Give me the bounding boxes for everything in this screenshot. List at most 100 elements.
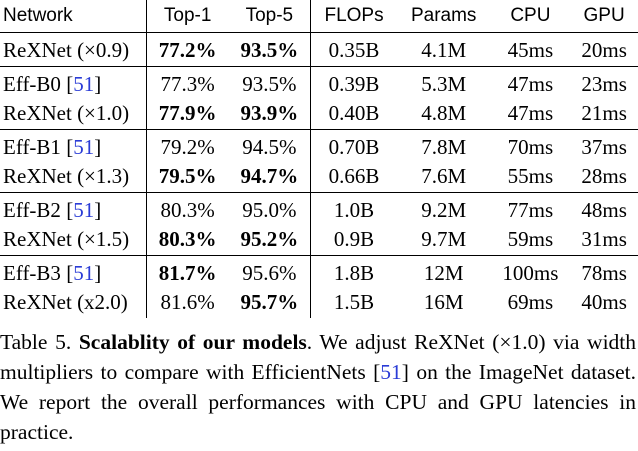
citation-link[interactable]: 51 <box>73 260 95 285</box>
cell-top1: 80.3% <box>145 192 229 225</box>
cell-top5: 93.5% <box>228 32 311 67</box>
cell-top1: 77.2% <box>145 32 229 67</box>
header-params: Params <box>396 0 491 33</box>
header-top5: Top-5 <box>228 0 311 33</box>
cell-flops: 0.35B <box>310 32 397 67</box>
cell-params: 4.8M <box>396 99 491 130</box>
header-top1: Top-1 <box>145 0 229 33</box>
cell-cpu: 47ms <box>490 99 571 130</box>
results-table: Network Top-1 Top-5 FLOPs Params CPU GPU… <box>0 0 638 318</box>
cell-top1: 80.3% <box>145 225 229 256</box>
cell-flops: 0.70B <box>310 129 397 162</box>
network-name: ReXNet (×1.5) <box>3 227 130 252</box>
cell-cpu: 100ms <box>502 260 559 285</box>
table-row: ReXNet (×1.3) 79.5% 94.7% 0.66B 7.6M 55ms 28ms <box>0 162 638 193</box>
cell-network: Eff-B3 [51] <box>3 260 102 285</box>
network-name: Eff-B1 <box>3 134 61 159</box>
cell-network: ReXNet (×1.0) <box>0 99 147 130</box>
cell-cpu: 59ms <box>490 225 571 256</box>
table-row: ReXNet (×1.0) 77.9% 93.9% 0.40B 4.8M 47ms 21ms <box>0 99 638 130</box>
cell-gpu: 48ms <box>581 197 627 222</box>
network-name: ReXNet (×1.0) <box>3 101 130 126</box>
cell-top1: 79.5% <box>145 162 229 193</box>
cell-top1: 77.9% <box>145 99 229 130</box>
cell-params: 16M <box>423 290 464 315</box>
cell-cpu: 55ms <box>490 162 571 193</box>
cell-cpu: 70ms <box>507 134 554 159</box>
caption-text-after-ref: ] on the ImageNet dataset. We report the… <box>0 360 636 444</box>
cell-params: 9.2M <box>421 197 467 222</box>
cell-top5: 93.9% <box>228 99 311 130</box>
cell-top5: 95.6% <box>242 260 297 285</box>
cell-flops: 0.40B <box>310 99 397 130</box>
cell-top1: 81.7% <box>145 255 229 288</box>
cell-network: ReXNet (×1.3) <box>0 162 147 193</box>
cell-network: Eff-B0 [51] <box>3 71 102 96</box>
cell-gpu: 28ms <box>570 162 638 193</box>
table-row: Eff-B3 [51] 81.7% 95.6% 1.8B 12M 100ms 78ms <box>0 255 638 288</box>
cell-flops: 1.5B <box>310 288 397 318</box>
cell-network: ReXNet (x2.0) <box>0 288 146 318</box>
cell-gpu: 31ms <box>570 225 638 256</box>
table-header: Network Top-1 Top-5 FLOPs Params CPU GPU <box>0 0 638 33</box>
network-name: ReXNet (×0.9) <box>3 38 130 63</box>
header-gpu: GPU <box>570 0 638 33</box>
network-name: ReXNet (x2.0) <box>3 290 128 315</box>
table-caption: Table 5. Scalablity of our models. We ad… <box>0 327 636 447</box>
table-row: Eff-B1 [51] 79.2% 94.5% 0.70B 7.8M 70ms 37ms <box>0 129 638 162</box>
table-row: ReXNet (×0.9) 77.2% 93.5% 0.35B 4.1M 45ms 20ms <box>0 32 638 67</box>
network-name: Eff-B2 <box>3 197 61 222</box>
cell-network: ReXNet (×0.9) <box>0 32 147 67</box>
cell-params: 12M <box>423 260 464 285</box>
cell-gpu: 78ms <box>581 260 627 285</box>
cell-top1: 79.2% <box>145 129 229 162</box>
cell-gpu: 37ms <box>581 134 627 159</box>
table-row: ReXNet (×1.5) 80.3% 95.2% 0.9B 9.7M 59ms 31ms <box>0 225 638 256</box>
citation-link[interactable]: 51 <box>73 71 95 96</box>
cell-top5: 95.7% <box>240 290 299 315</box>
cell-top5: 95.0% <box>242 197 297 222</box>
cell-top5: 93.5% <box>242 71 297 96</box>
cell-top1: 81.6% <box>145 288 229 318</box>
cell-top1: 77.3% <box>145 66 229 99</box>
cell-cpu: 47ms <box>507 71 554 96</box>
table-row: ReXNet (x2.0) 81.6% 95.7% 1.5B 16M 69ms 40ms <box>0 288 638 318</box>
cell-flops: 1.8B <box>310 255 397 288</box>
cell-network: Eff-B2 [51] <box>3 197 102 222</box>
cell-top5: 95.2% <box>228 225 311 256</box>
cell-params: 7.6M <box>396 162 491 193</box>
table-row: Eff-B2 [51] 80.3% 95.0% 1.0B 9.2M 77ms 48ms <box>0 192 638 225</box>
cell-network: ReXNet (×1.5) <box>0 225 147 256</box>
cell-flops: 0.9B <box>310 225 397 256</box>
network-name: Eff-B0 <box>3 71 61 96</box>
cell-params: 4.1M <box>396 32 491 67</box>
cell-network: Eff-B1 [51] <box>3 134 102 159</box>
cell-flops: 0.39B <box>310 66 397 99</box>
header-cpu: CPU <box>490 0 571 33</box>
cell-params: 5.3M <box>421 71 467 96</box>
header-network: Network <box>0 0 147 33</box>
citation-link[interactable]: 51 <box>73 197 95 222</box>
cell-params: 9.7M <box>396 225 491 256</box>
caption-title: Scalablity of our models <box>78 330 307 354</box>
cell-top5: 94.7% <box>228 162 311 193</box>
cell-params: 7.8M <box>421 134 467 159</box>
network-name: Eff-B3 <box>3 260 61 285</box>
cell-gpu: 21ms <box>570 99 638 130</box>
cell-flops: 1.0B <box>310 192 397 225</box>
cell-flops: 0.66B <box>310 162 397 193</box>
caption-label: Table 5. <box>0 330 72 354</box>
header-flops: FLOPs <box>310 0 397 33</box>
citation-link[interactable]: 51 <box>73 134 95 159</box>
cell-cpu: 77ms <box>507 197 554 222</box>
table-body: ReXNet (×0.9) 77.2% 93.5% 0.35B 4.1M 45ms 20ms… <box>0 32 638 318</box>
caption-citation-link[interactable]: 51 <box>380 360 402 384</box>
cell-gpu: 20ms <box>570 32 638 67</box>
cell-gpu: 40ms <box>581 290 627 315</box>
header-row: Network Top-1 Top-5 FLOPs Params CPU GPU <box>0 0 638 33</box>
cell-cpu: 45ms <box>490 32 571 67</box>
cell-cpu: 69ms <box>507 290 554 315</box>
cell-top5: 94.5% <box>242 134 297 159</box>
caption-text-before-ref: . We adjust ReXNet (×1.0) via width mult… <box>0 330 637 384</box>
